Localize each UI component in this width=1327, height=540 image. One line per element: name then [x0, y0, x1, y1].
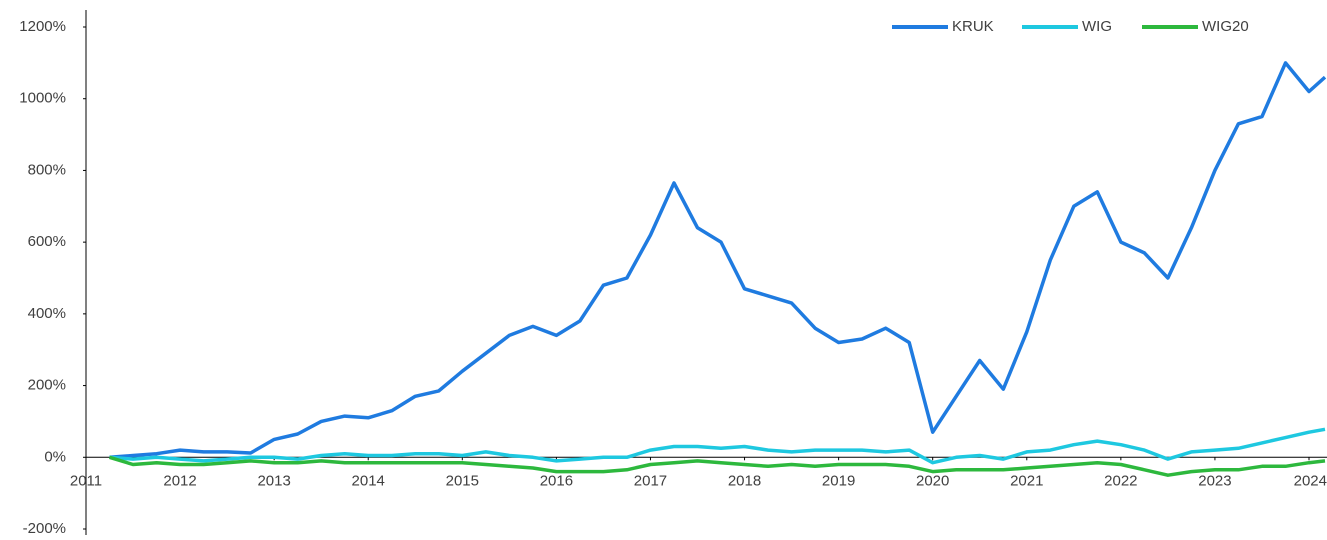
y-tick-label: -200%: [23, 520, 66, 535]
x-tick-label: 2016: [540, 472, 573, 489]
series-line: [109, 61, 1327, 460]
series-line: [109, 427, 1326, 465]
y-tick-label: 800%: [28, 161, 66, 178]
legend-label: WIG: [1082, 18, 1112, 35]
y-tick-label: 0%: [44, 448, 66, 465]
y-tick-label: 1000%: [19, 90, 66, 107]
x-tick-label: 2012: [163, 472, 196, 489]
x-tick-label: 2024: [1294, 472, 1327, 489]
series-line: [108, 455, 1326, 477]
x-tick-label: 2011: [70, 472, 102, 489]
x-tick-label: 2020: [916, 472, 949, 489]
y-tick-label: 400%: [28, 305, 66, 322]
legend-label: KRUK: [952, 18, 994, 35]
y-tick-label: 200%: [28, 377, 66, 394]
x-tick-label: 2023: [1198, 472, 1231, 489]
x-tick-label: 2017: [634, 472, 667, 489]
x-tick-label: 2021: [1010, 472, 1043, 489]
x-tick-label: 2022: [1104, 472, 1137, 489]
x-tick-label: 2018: [728, 472, 761, 489]
legend-label: WIG20: [1202, 18, 1249, 35]
x-tick-label: 2019: [822, 472, 855, 489]
x-tick-label: 2013: [257, 472, 290, 489]
y-tick-label: 600%: [28, 233, 66, 250]
y-tick-label: 1200%: [19, 18, 66, 35]
x-tick-label: 2014: [352, 472, 385, 489]
x-tick-label: 2015: [446, 472, 479, 489]
